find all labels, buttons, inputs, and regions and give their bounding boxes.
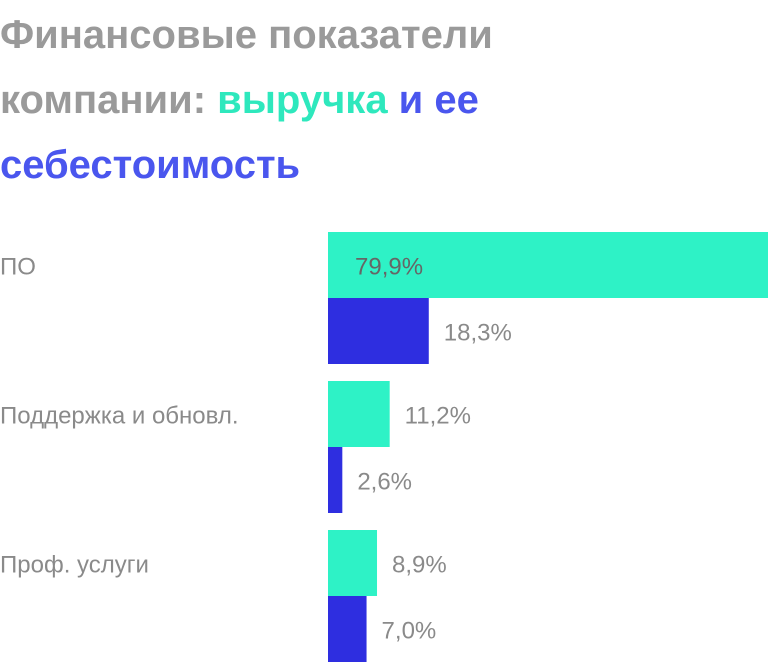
title-part: себестоимость	[0, 143, 300, 187]
bar	[328, 298, 429, 364]
value-label: 18,3%	[444, 319, 512, 346]
bar	[328, 232, 768, 298]
category-label: Проф. услуги	[0, 551, 149, 578]
value-label: 7,0%	[382, 617, 437, 644]
title-part: Финансовые показатели	[0, 13, 493, 57]
title-part: компании:	[0, 78, 217, 122]
chart-title-line: Финансовые показатели	[0, 13, 493, 57]
value-label: 8,9%	[392, 551, 447, 578]
bar	[328, 447, 343, 513]
chart-title-line: компании: выручка и ее	[0, 78, 479, 122]
value-label: 79,9%	[355, 253, 423, 280]
bar	[328, 530, 378, 596]
value-label: 2,6%	[357, 468, 412, 495]
category-label: ПО	[0, 253, 36, 280]
value-label: 11,2%	[405, 402, 471, 429]
category-label: Поддержка и обновл.	[0, 402, 239, 429]
title-part: выручка	[217, 78, 388, 122]
bar	[328, 596, 367, 662]
title-part: и ее	[388, 78, 479, 122]
bar	[328, 381, 390, 447]
chart-title-line: себестоимость	[0, 143, 300, 187]
